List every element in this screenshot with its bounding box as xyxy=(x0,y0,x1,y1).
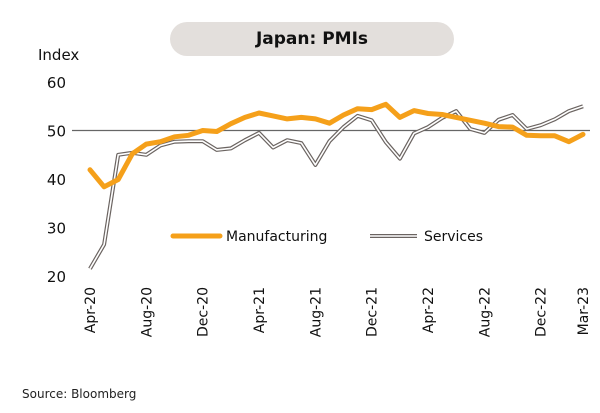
x-tick-label: Dec-21 xyxy=(365,287,381,337)
chart-title: Japan: PMIs xyxy=(170,22,454,56)
y-tick-label: 40 xyxy=(47,171,66,189)
x-tick-label: Dec-20 xyxy=(196,287,212,337)
y-axis-ticks: 20 30 40 50 60 xyxy=(47,74,66,286)
series-line-services xyxy=(89,105,584,270)
x-tick-label: Apr-22 xyxy=(421,287,437,333)
x-tick-label: Apr-20 xyxy=(83,287,99,333)
y-axis-label: Index xyxy=(38,46,79,64)
series-lines xyxy=(87,101,586,270)
series-line-manufacturing xyxy=(87,101,586,190)
source-note: Source: Bloomberg xyxy=(22,387,137,401)
x-tick-label: Aug-21 xyxy=(308,287,324,337)
x-tick-label: Apr-21 xyxy=(252,287,268,333)
legend-label-manufacturing: Manufacturing xyxy=(226,229,327,245)
x-tick-label: Mar-23 xyxy=(576,287,592,335)
legend-label-services: Services xyxy=(424,229,483,245)
x-axis-ticks: Apr-20 Aug-20 Dec-20 Apr-21 Aug-21 Dec-21 Apr-… xyxy=(83,287,592,337)
y-tick-label: 50 xyxy=(47,123,66,141)
x-tick-label: Dec-22 xyxy=(534,287,550,337)
y-tick-label: 30 xyxy=(47,220,66,238)
y-tick-label: 60 xyxy=(47,74,66,92)
y-tick-label: 20 xyxy=(47,268,66,286)
x-tick-label: Aug-20 xyxy=(139,287,155,337)
legend: Manufacturing Services xyxy=(170,229,483,245)
x-tick-label: Aug-22 xyxy=(477,287,493,337)
